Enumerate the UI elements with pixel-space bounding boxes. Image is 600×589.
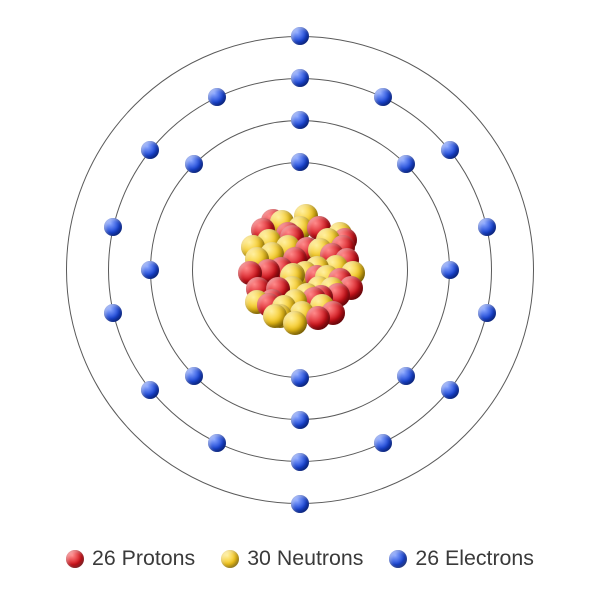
legend-label: 26 Electrons: [415, 546, 534, 571]
legend: 26 Protons 30 Neutrons 26 Electrons: [0, 546, 600, 571]
electron: [291, 27, 309, 45]
neutron: [283, 311, 307, 335]
legend-dot-icon: [221, 550, 239, 568]
legend-label: 30 Neutrons: [247, 546, 363, 571]
legend-dot-icon: [389, 550, 407, 568]
legend-label: 26 Protons: [92, 546, 195, 571]
legend-item: 26 Protons: [66, 546, 195, 571]
proton: [306, 306, 330, 330]
legend-item: 26 Electrons: [389, 546, 534, 571]
atom-diagram-canvas: 26 Protons 30 Neutrons 26 Electrons: [0, 0, 600, 589]
nucleus: [238, 208, 362, 332]
electron: [291, 495, 309, 513]
legend-dot-icon: [66, 550, 84, 568]
legend-item: 30 Neutrons: [221, 546, 363, 571]
